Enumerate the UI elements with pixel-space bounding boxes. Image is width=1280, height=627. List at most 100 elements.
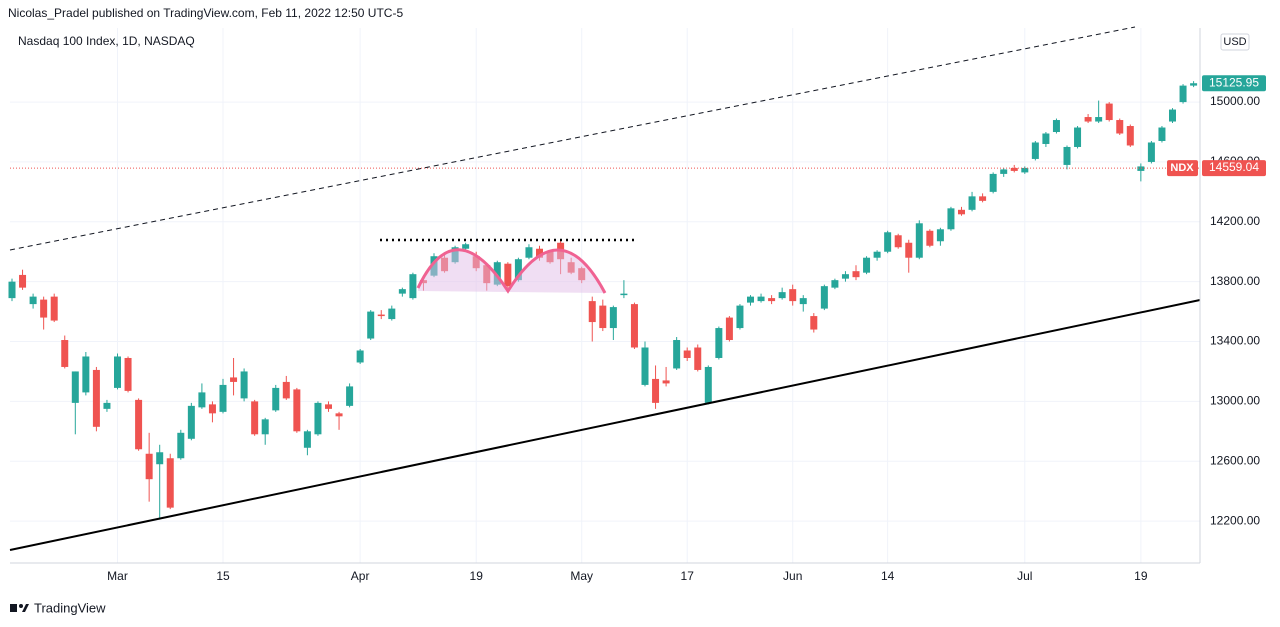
candle-body [1063,146,1071,165]
candle-body [768,298,776,302]
candle-body [1031,142,1039,159]
axes: 12200.00 12600.00 13000.00 13400.00 13800.00… [107,75,1266,583]
candle-body [884,232,892,252]
candle-body [789,289,797,302]
candle-body [114,356,121,388]
candle-body [936,229,944,242]
candle-body [599,305,607,329]
y-tick-label: 13000.00 [1210,394,1260,408]
candle-body [652,378,660,403]
x-tick-label: 19 [470,569,484,583]
candle-body [683,350,691,358]
candle-body [536,248,543,258]
y-tick-label: 15000.00 [1210,94,1260,108]
candle-body [504,263,512,287]
candle-body [926,230,934,246]
y-tick-label: 13400.00 [1210,334,1260,348]
candle-body [1084,117,1092,122]
candle-body [1095,117,1103,122]
candle-body [40,299,48,318]
candle-body [335,413,343,417]
candle-body [272,387,280,411]
candle-body [630,304,638,348]
candle-body [1074,127,1082,147]
candle-body [641,347,649,385]
candle-body [293,389,301,432]
candle-body [251,401,259,435]
candle-body [1179,85,1187,103]
candle-body [177,432,185,459]
candle-body [462,244,470,249]
candle-body [409,274,417,299]
candle-body [525,247,533,258]
candle-body [325,404,332,409]
candle-body [367,311,375,339]
double-top-arcs [416,248,607,294]
candle-body [282,381,290,399]
candle-body [50,296,58,321]
x-tick-label: Jun [783,569,802,583]
candle-body [377,314,385,317]
upper-trendline [9,26,1136,251]
candle-body [831,280,839,288]
candle-body [810,316,818,330]
candle-body [514,259,522,281]
candle-body [757,296,765,302]
candles [8,81,1200,520]
candle-body [61,340,69,367]
currency: USD [1223,36,1246,48]
price-line-box [1202,160,1266,177]
last-price-value: 15125.95 [1209,75,1259,89]
candle-body [240,371,248,399]
candle-body [388,308,396,320]
candle-body [1126,126,1134,146]
candle-body [1158,127,1166,141]
candle-body [1042,133,1050,144]
candle-body [968,196,976,210]
candle-body [747,296,754,303]
candle-body [156,452,164,465]
footer-brand: TradingView [34,600,106,615]
candle-body [1147,142,1155,162]
candle-body [261,419,269,435]
x-tick-label: Apr [351,569,370,583]
x-tick-label: Jul [1017,569,1032,583]
candle-body [1052,120,1060,133]
candle-body [493,262,501,285]
candle-body [852,271,860,278]
candle-body [230,377,238,382]
candle-body [694,347,702,370]
candle-body [314,402,322,435]
candle-body [662,380,670,384]
candle-body [1105,103,1113,121]
candle-body [187,405,195,439]
x-tick-label: 19 [1134,569,1148,583]
candle-body [958,209,965,215]
candle-body [1010,167,1018,171]
candle-body [1021,167,1029,173]
candle-body [82,356,90,393]
currency-box [1220,33,1250,51]
candle-body [71,371,79,403]
publisher-header: Nicolas_Pradel published on TradingView.… [8,6,403,20]
candle-body [356,350,364,363]
candle-body [778,292,786,299]
candle-body [725,317,733,341]
footer-logo [10,604,29,612]
candle-body [1137,166,1145,171]
candle-body [29,296,37,305]
candle-body [905,242,913,258]
y-tick-label: 12200.00 [1210,513,1260,527]
candle-body [673,340,681,369]
candle-body [103,402,111,409]
candle-body [841,274,849,279]
support-trendline [9,299,1201,551]
candle-body [1190,83,1198,86]
symbol-label-box [1167,160,1198,177]
chart-title: Nasdaq 100 Index, 1D, NASDAQ [18,34,195,48]
candle-body [947,208,955,230]
candle-body [620,293,628,296]
x-tick-label: 15 [216,569,230,583]
